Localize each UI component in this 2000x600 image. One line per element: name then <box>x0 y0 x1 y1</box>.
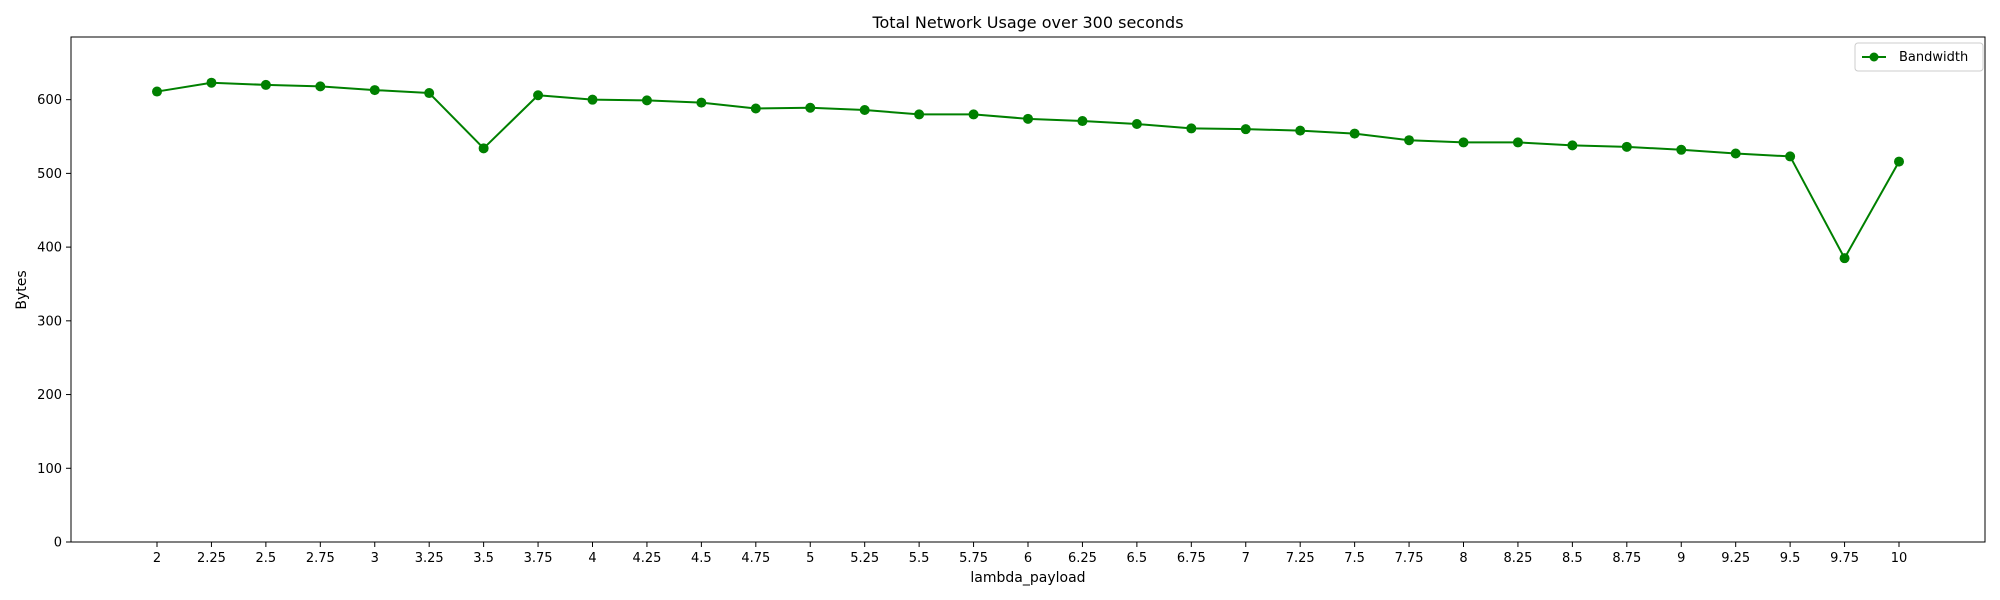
x-tick-label: 9.25 <box>1721 551 1750 566</box>
data-point <box>1621 141 1632 152</box>
data-point <box>696 97 707 108</box>
data-point <box>805 102 816 113</box>
axes: 0 100 200 300 400 500 600 2 2.25 2.5 2.75 3 3.25 3.5 3… <box>37 36 1986 566</box>
data-point <box>587 94 598 105</box>
x-tick-label: 9.75 <box>1830 551 1859 566</box>
legend: Bandwidth <box>1854 42 1984 72</box>
x-tick-label: 4.5 <box>691 551 712 566</box>
y-tick-label: 0 <box>54 536 62 551</box>
data-point <box>859 104 870 115</box>
x-tick-label: 4.75 <box>741 551 770 566</box>
y-tick-label: 500 <box>37 167 62 182</box>
x-tick-label: 6.5 <box>1127 551 1148 566</box>
x-tick-label: 7.25 <box>1286 551 1315 566</box>
data-point <box>1186 123 1197 134</box>
y-tick-label: 200 <box>37 388 62 403</box>
x-tick-label: 3 <box>371 551 379 566</box>
x-tick-label: 5.5 <box>909 551 930 566</box>
x-tick-label: 3.75 <box>524 551 553 566</box>
x-tick-label: 9.5 <box>1780 551 1801 566</box>
data-point <box>260 79 271 90</box>
data-point <box>1894 156 1904 167</box>
x-tick-label: 7.5 <box>1344 551 1365 566</box>
y-tick-label: 300 <box>37 314 62 329</box>
plot-area <box>152 77 1904 264</box>
y-tick-label: 400 <box>37 241 62 256</box>
data-point <box>1458 137 1469 148</box>
data-point <box>1404 135 1415 146</box>
data-point <box>315 81 326 92</box>
data-point <box>1295 125 1306 136</box>
x-tick-label: 2.25 <box>197 551 226 566</box>
data-point <box>1131 118 1142 129</box>
x-tick-label: 3.5 <box>473 551 494 566</box>
legend-label-bandwidth: Bandwidth <box>1899 50 1968 65</box>
x-tick-label: 6.75 <box>1177 551 1206 566</box>
x-tick-label: 5.75 <box>959 551 988 566</box>
data-point <box>478 143 489 154</box>
data-point <box>533 90 544 101</box>
x-tick-label: 8.75 <box>1612 551 1641 566</box>
x-tick-label: 7.75 <box>1395 551 1424 566</box>
x-tick-label: 5.25 <box>850 551 879 566</box>
data-point <box>1512 137 1523 148</box>
x-tick-label: 10 <box>1891 551 1908 566</box>
x-tick-label: 8.5 <box>1562 551 1583 566</box>
data-point <box>1023 113 1033 124</box>
data-point <box>369 85 380 96</box>
data-point <box>206 77 217 88</box>
legend-box <box>1854 42 1984 72</box>
y-tick-label: 100 <box>37 462 62 477</box>
x-axis-title: lambda_payload <box>970 570 1085 586</box>
chart-title: Total Network Usage over 300 seconds <box>871 13 1183 32</box>
data-point <box>1349 128 1360 139</box>
data-point <box>152 86 162 97</box>
x-tick-label: 5 <box>806 551 814 566</box>
data-point <box>1240 124 1251 135</box>
x-tick-label: 2.75 <box>306 551 335 566</box>
data-point <box>1785 151 1796 162</box>
x-tick-label: 9 <box>1677 551 1685 566</box>
x-tick-label: 8 <box>1459 551 1467 566</box>
x-tick-label: 6.25 <box>1068 551 1097 566</box>
legend-marker <box>1869 52 1879 62</box>
x-tick-label: 7 <box>1242 551 1250 566</box>
y-axis-title: Bytes <box>14 270 30 309</box>
data-point <box>1567 140 1578 151</box>
x-tick-label: 4 <box>588 551 596 566</box>
x-tick-label: 2 <box>153 551 161 566</box>
data-point <box>1676 144 1687 155</box>
data-point <box>424 88 435 99</box>
data-point <box>914 109 925 120</box>
data-point <box>1077 116 1088 127</box>
x-tick-label: 2.5 <box>256 551 277 566</box>
x-tick-label: 3.25 <box>415 551 444 566</box>
x-tick-label: 4.25 <box>632 551 661 566</box>
x-tick-label: 8.25 <box>1503 551 1532 566</box>
data-point <box>1730 148 1741 159</box>
data-point <box>750 103 761 114</box>
y-tick-label: 600 <box>37 93 62 108</box>
data-point <box>641 95 652 106</box>
data-point <box>1839 253 1850 264</box>
data-point <box>968 109 979 120</box>
x-tick-label: 6 <box>1024 551 1032 566</box>
